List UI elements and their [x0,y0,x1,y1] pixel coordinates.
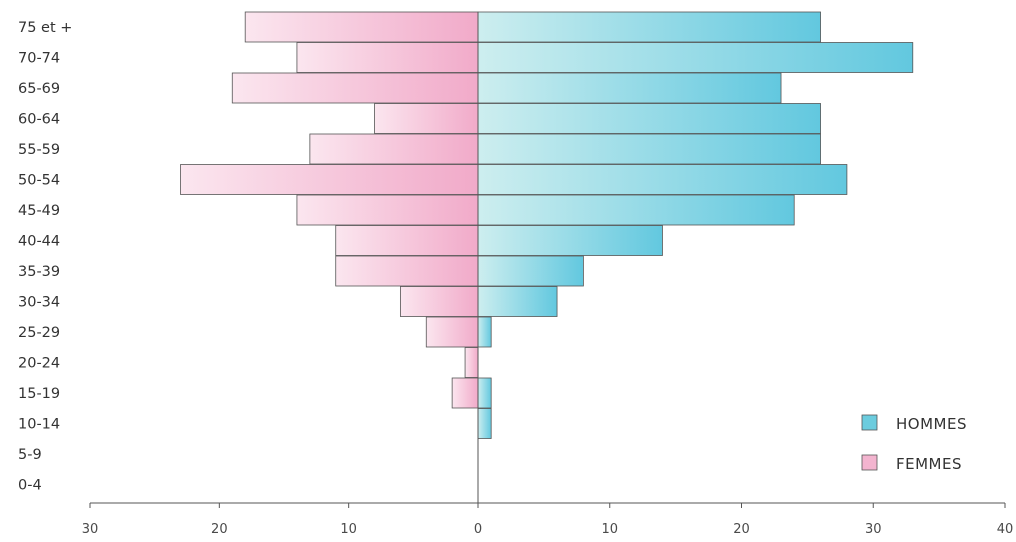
axes-layer [89,12,1006,508]
bar-femmes [335,225,479,256]
bar-femmes [374,103,479,134]
bar-hommes [477,164,848,195]
category-label: 30-34 [18,295,60,311]
x-tick-label: 20 [733,522,750,537]
bar-femmes [399,286,479,317]
bar-femmes [309,133,479,165]
category-label: 40-44 [18,234,60,250]
bar-hommes [477,377,492,409]
bar-hommes [477,255,584,287]
category-label: 25-29 [18,325,60,341]
bar-hommes [477,133,821,165]
x-tick-label: 20 [211,522,228,537]
bar-femmes [451,377,479,409]
x-tick-label: 10 [340,522,357,537]
category-label: 20-24 [18,356,60,372]
x-tick-label: 30 [82,522,99,537]
category-label: 15-19 [18,386,60,402]
category-label: 65-69 [18,81,60,97]
bar-hommes [477,286,558,317]
legend-swatch [861,414,878,431]
bars-layer [180,11,914,439]
bar-femmes [296,42,479,73]
bar-hommes [477,72,782,104]
category-label: 50-54 [18,173,60,189]
legend: HOMMES FEMMES [861,414,967,473]
category-label: 5-9 [18,447,42,463]
x-tick-label: 0 [474,522,482,537]
bar-hommes [477,408,492,439]
bar-hommes [477,11,821,43]
category-label: 10-14 [18,417,60,433]
category-label: 60-64 [18,112,60,128]
bar-hommes [477,42,914,73]
bar-femmes [464,347,479,378]
category-label: 75 et + [18,20,72,36]
bar-femmes [231,72,479,104]
bar-hommes [477,316,492,348]
legend-label: FEMMES [896,455,962,473]
x-tick-label: 40 [997,522,1014,537]
bar-femmes [296,194,479,226]
category-label: 35-39 [18,264,60,280]
category-label: 0-4 [18,478,42,494]
category-label: 70-74 [18,51,60,67]
x-tick-label: 30 [865,522,882,537]
bar-hommes [477,194,795,226]
legend-label: HOMMES [896,415,967,433]
bar-femmes [425,316,479,348]
legend-swatch [861,454,878,471]
bar-hommes [477,225,663,256]
labels-layer: 75 et + 70-74 65-69 60-64 55-59 50-54 45-49 40-… [18,20,1013,537]
bar-femmes [180,164,479,195]
bar-femmes [244,11,479,43]
bar-hommes [477,103,821,134]
category-label: 45-49 [18,203,60,219]
x-tick-label: 10 [601,522,618,537]
category-label: 55-59 [18,142,60,158]
bar-femmes [335,255,479,287]
